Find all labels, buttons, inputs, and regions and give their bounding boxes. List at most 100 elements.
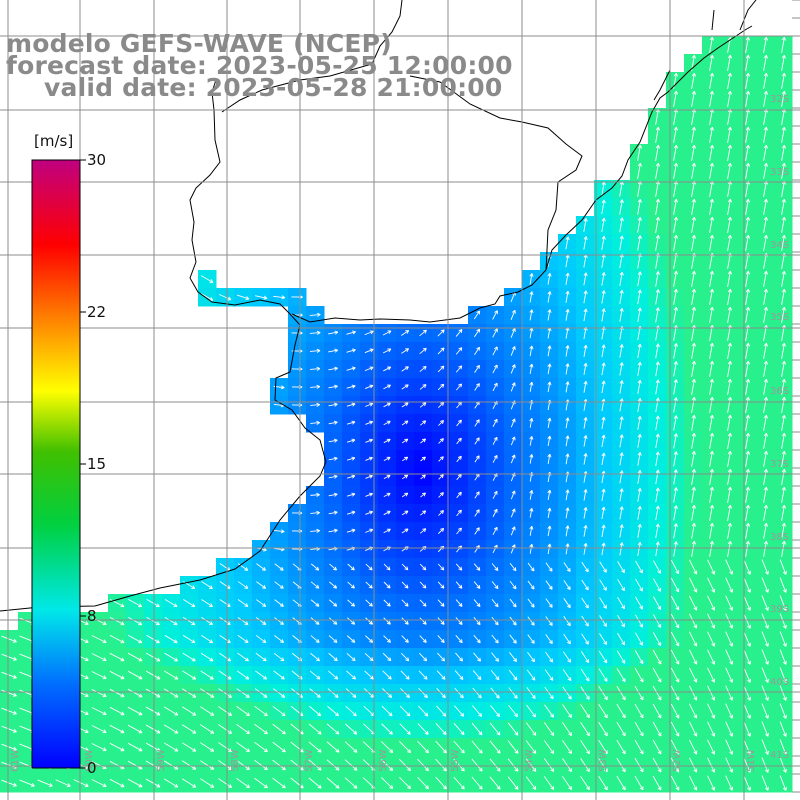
wind-arrow (601, 235, 606, 250)
wind-arrow (781, 162, 786, 179)
wind-arrow (401, 492, 409, 498)
wind-arrow (419, 402, 427, 408)
wind-arrow (510, 454, 516, 464)
wind-arrow (727, 162, 732, 179)
colorbar-label-0: 0 (87, 759, 97, 777)
wind-arrow (420, 438, 426, 444)
wind-arrow (709, 126, 714, 143)
wind-arrow (547, 363, 552, 375)
wind-arrow (763, 54, 768, 71)
wind-arrow (781, 414, 786, 431)
wind-arrow (328, 384, 338, 389)
wind-arrow (655, 361, 660, 377)
wind-arrow (346, 474, 356, 479)
wind-arrow (419, 329, 427, 337)
lon-label: 57W (304, 749, 315, 772)
wind-arrow (419, 528, 427, 534)
wind-arrow (383, 384, 391, 390)
wind-arrow (492, 310, 498, 320)
wind-arrow (601, 506, 606, 520)
wind-arrow (709, 504, 714, 521)
wind-arrow (781, 468, 786, 485)
wind-arrow (401, 510, 409, 516)
wind-arrow (763, 234, 768, 251)
wind-arrow (492, 328, 498, 338)
wind-arrow (673, 288, 678, 305)
wind-arrow (763, 504, 768, 521)
wind-arrow (529, 291, 534, 303)
wind-arrow (565, 417, 570, 429)
wind-arrow (745, 504, 750, 521)
wind-arrow (781, 504, 786, 521)
wind-arrow (637, 470, 642, 484)
wind-arrow (420, 474, 426, 480)
wind-arrow (745, 162, 750, 179)
wind-arrow (781, 216, 786, 233)
wind-arrow (310, 528, 320, 533)
wind-arrow (691, 198, 696, 215)
wind-arrow (474, 437, 480, 445)
wind-arrow (437, 347, 445, 355)
wind-arrow (637, 271, 642, 287)
wind-arrow (529, 381, 534, 392)
wind-arrow (727, 306, 732, 323)
colorbar-label-22: 22 (87, 303, 107, 321)
lon-label: 59W (156, 749, 167, 772)
wind-arrow (673, 451, 678, 467)
wind-arrow (456, 455, 462, 463)
wind-arrow (727, 54, 732, 71)
wind-arrow (383, 528, 391, 534)
wind-arrow (709, 90, 714, 107)
wind-arrow (727, 234, 732, 251)
wind-arrow (510, 346, 516, 356)
wind-arrow (401, 348, 409, 354)
wind-arrow (365, 456, 373, 461)
wind-arrow (601, 524, 606, 538)
wind-arrow (583, 344, 588, 357)
wind-arrow (547, 543, 552, 555)
wind-arrow (474, 527, 480, 535)
wind-arrow (565, 308, 570, 321)
wind-arrow (583, 435, 588, 447)
wind-arrow (655, 523, 660, 539)
wind-arrow (547, 272, 552, 285)
colorbar-label-15: 15 (87, 455, 107, 473)
wind-arrow (691, 396, 696, 413)
wind-arrow (547, 453, 552, 464)
wind-arrow (727, 504, 732, 521)
wind-arrow (727, 126, 732, 143)
wind-arrow (383, 420, 391, 426)
wind-arrow (691, 360, 696, 377)
wind-arrow (637, 289, 642, 305)
wind-arrow (673, 469, 678, 485)
wind-arrow (745, 522, 750, 539)
lon-label: 55W (450, 749, 461, 772)
wind-arrow (510, 418, 516, 428)
wind-arrow (273, 295, 286, 300)
wind-arrow (691, 270, 696, 287)
wind-arrow (565, 525, 570, 537)
wind-arrow (691, 126, 696, 143)
wind-arrow (727, 72, 732, 89)
wind-arrow (438, 492, 444, 498)
wind-arrow (401, 402, 409, 408)
wind-arrow (673, 306, 678, 323)
wind-arrow (781, 522, 786, 539)
wind-arrow (529, 418, 534, 428)
wind-arrow (763, 342, 768, 359)
wind-arrow (619, 506, 624, 520)
wind-arrow (655, 144, 660, 161)
wind-arrow (474, 364, 480, 373)
wind-arrow (673, 343, 678, 359)
wind-arrow (763, 198, 768, 215)
wind-arrow (402, 456, 409, 462)
wind-arrow (619, 380, 624, 394)
wind-arrow (673, 433, 678, 449)
wind-arrow (673, 198, 678, 215)
wind-arrow (691, 144, 696, 161)
wind-arrow (547, 345, 552, 357)
wind-arrow (781, 198, 786, 215)
wind-arrow (492, 364, 498, 374)
wind-arrow (637, 361, 642, 376)
wind-arrow (309, 348, 321, 353)
